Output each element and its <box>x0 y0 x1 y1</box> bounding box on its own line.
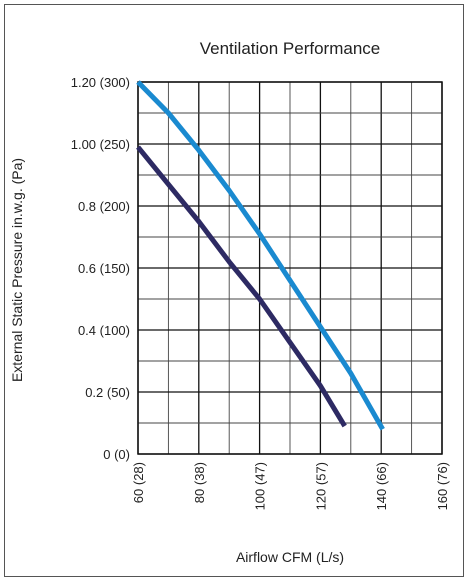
x-tick-label: 100 (47) <box>253 462 268 510</box>
x-tick-label: 80 (38) <box>192 462 207 503</box>
chart-title: Ventilation Performance <box>200 39 381 58</box>
series-line-2 <box>136 80 385 431</box>
y-tick-label: 0.8 (200) <box>78 199 130 214</box>
y-tick-label: 0.2 (50) <box>85 385 130 400</box>
x-tick-label: 160 (76) <box>435 462 450 510</box>
tick-labels: 0 (0) 0.2 (50) 0.4 (100) 0.6 (150) 0.8 (200)… <box>71 75 450 510</box>
x-axis-label: Airflow CFM (L/s) <box>236 549 344 565</box>
plot-grid <box>137 81 443 455</box>
x-tick-label: 140 (66) <box>374 462 389 510</box>
y-axis-label: External Static Pressure in.w.g. (Pa) <box>9 158 25 382</box>
y-tick-label: 1.00 (250) <box>71 137 130 152</box>
x-tick-label: 60 (28) <box>131 462 146 503</box>
chart-frame <box>4 4 464 577</box>
series-lines <box>136 80 385 431</box>
y-tick-label: 0 (0) <box>103 447 130 462</box>
y-tick-label: 0.6 (150) <box>78 261 130 276</box>
series-line-1 <box>136 145 347 428</box>
y-tick-label: 0.4 (100) <box>78 323 130 338</box>
y-tick-label: 1.20 (300) <box>71 75 130 90</box>
plot-border <box>137 81 443 455</box>
x-tick-label: 120 (57) <box>313 462 328 510</box>
